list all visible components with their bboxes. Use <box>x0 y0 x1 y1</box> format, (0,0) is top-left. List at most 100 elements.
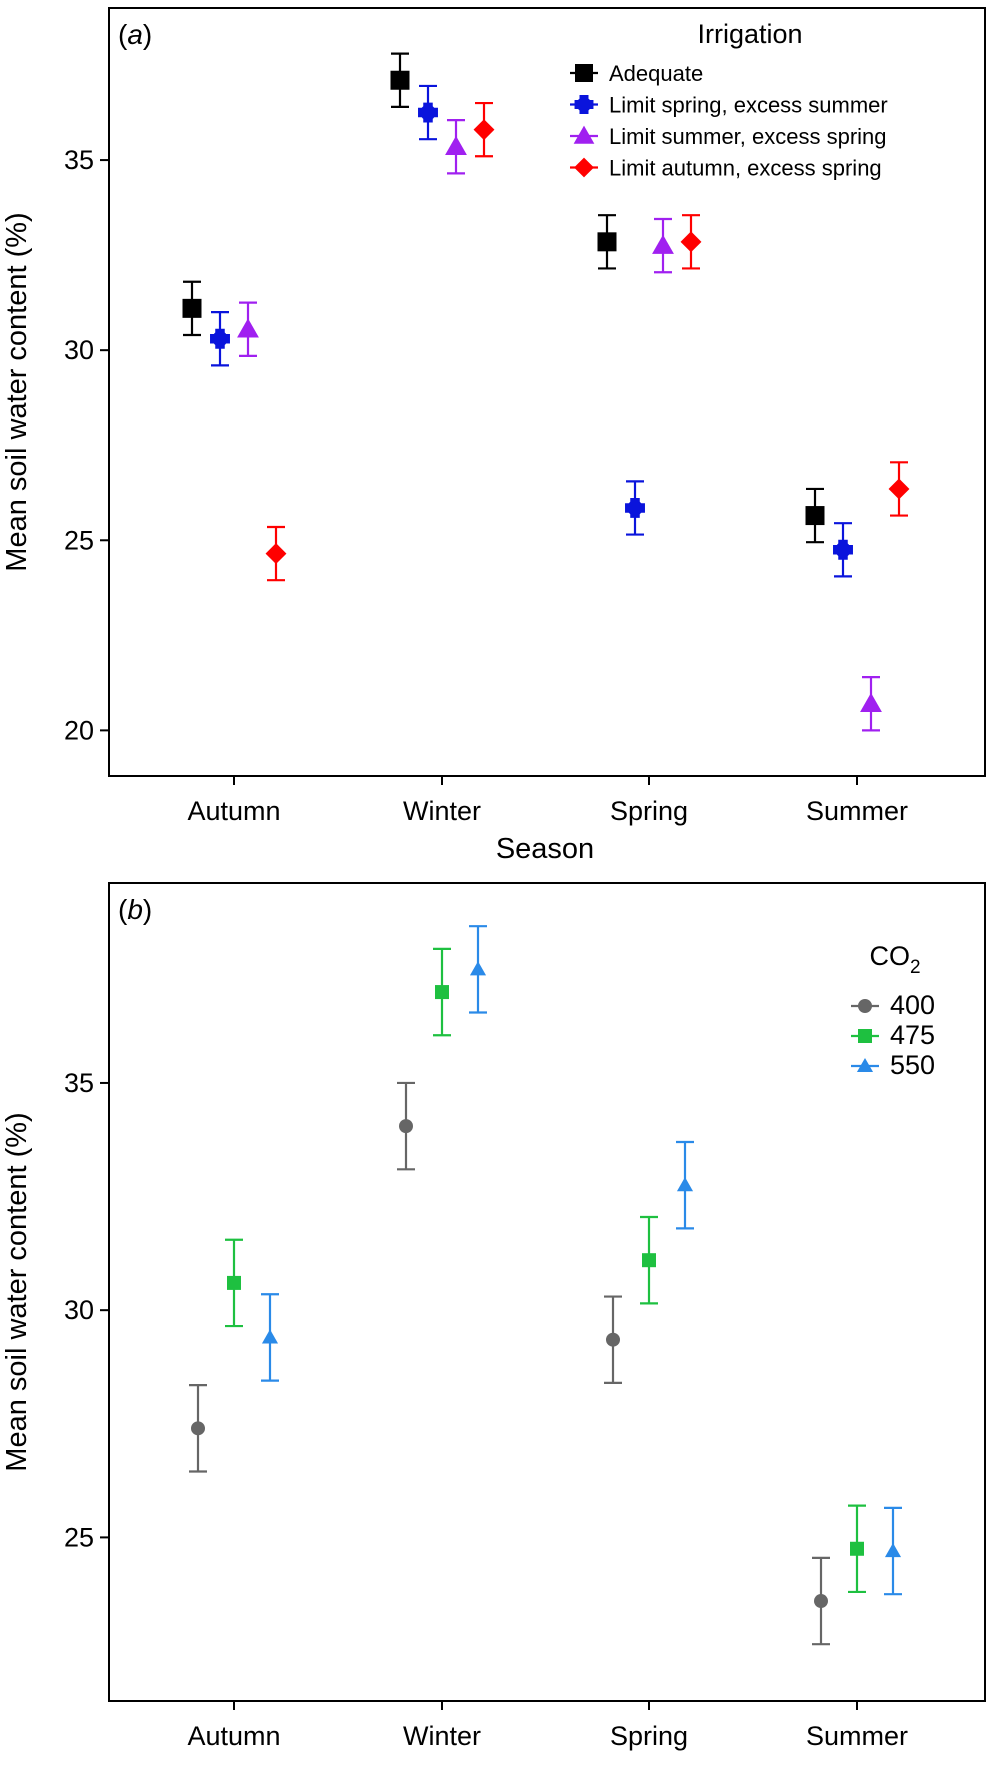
data-point <box>805 506 825 526</box>
data-point <box>418 102 438 123</box>
panel-a-marks <box>182 52 910 732</box>
legend-marker <box>856 1057 874 1073</box>
data-point <box>833 539 853 560</box>
panel-b-point-400-spring <box>604 1295 622 1384</box>
panel-b-legend-item: 550 <box>851 1050 935 1080</box>
panel-a-y-axis-label: Mean soil water content (%) <box>1 212 33 571</box>
panel-a-point-limit-summer-excess-spring-winter <box>445 119 467 175</box>
panel-a-y-tick-label: 35 <box>64 145 94 175</box>
panel-b-point-550-autumn <box>261 1293 279 1382</box>
legend-marker <box>574 157 594 178</box>
data-point <box>606 1332 620 1347</box>
data-point <box>399 1119 413 1134</box>
panel-a-point-limit-autumn-excess-spring-winter <box>473 101 495 158</box>
data-point <box>814 1594 828 1609</box>
data-point <box>680 231 702 253</box>
panel-a-frame <box>108 7 986 777</box>
legend-marker <box>573 125 595 144</box>
panel-b-y-tick-label: 30 <box>64 1295 94 1325</box>
panel-a-legend-item: Limit summer, excess spring <box>570 124 887 149</box>
panel-a: (a) Season Mean soil water content (%) I… <box>1 7 986 865</box>
panel-a-point-adequate-autumn <box>182 280 202 337</box>
legend-marker <box>574 95 594 114</box>
legend-label: 475 <box>890 1020 935 1050</box>
data-point <box>435 985 449 1000</box>
data-point <box>652 234 674 254</box>
panel-a-legend-item: Limit spring, excess summer <box>570 93 888 118</box>
panel-a-point-limit-summer-excess-spring-autumn <box>237 301 259 357</box>
data-point <box>390 70 410 90</box>
data-point <box>445 135 467 155</box>
panel-b-legend-title-sub: 2 <box>910 957 921 978</box>
legend-label: 400 <box>890 990 935 1020</box>
panel-a-legend: Adequate Limit spring, excess summer Limit… <box>570 61 888 181</box>
panel-a-point-adequate-summer <box>805 487 825 544</box>
panel-b-point-550-summer <box>884 1506 902 1596</box>
panel-a-legend-title: Irrigation <box>697 19 802 49</box>
panel-a-point-adequate-spring <box>597 214 617 270</box>
panel-b-letter: b <box>127 894 143 925</box>
data-point <box>469 961 487 976</box>
panel-b-y-tick-label: 25 <box>64 1522 94 1552</box>
legend-label: Limit spring, excess summer <box>609 93 888 118</box>
panel-a-point-limit-spring-excess-summer-spring <box>625 480 645 536</box>
data-point <box>191 1421 205 1436</box>
data-point <box>850 1541 864 1556</box>
data-point <box>625 497 645 518</box>
panel-b-point-550-spring <box>676 1140 694 1230</box>
data-point <box>597 232 617 252</box>
legend-marker <box>575 64 593 82</box>
panel-a-legend-item: Adequate <box>570 61 703 86</box>
legend-label: Adequate <box>609 61 703 86</box>
panel-b-point-550-winter <box>469 925 487 1014</box>
data-point <box>210 328 230 349</box>
panel-b-x-tick-label-summer: Summer <box>806 1721 908 1751</box>
panel-b-frame <box>108 882 986 1702</box>
data-point <box>182 298 202 318</box>
legend-marker <box>858 1029 872 1043</box>
panel-a-point-limit-autumn-excess-spring-autumn <box>265 525 287 582</box>
legend-label: Limit autumn, excess spring <box>609 156 882 181</box>
data-point <box>473 119 495 141</box>
data-point <box>237 318 259 338</box>
legend-label: Limit summer, excess spring <box>609 124 887 149</box>
panel-a-x-tick-label-spring: Spring <box>610 796 688 826</box>
panel-b-point-475-summer <box>848 1504 866 1594</box>
panel-a-axes: 20 25 30 35 Autumn Winter Spring Summer <box>64 145 908 826</box>
data-point <box>265 543 287 565</box>
panel-b-point-475-winter <box>433 947 451 1037</box>
panel-a-point-limit-autumn-excess-spring-summer <box>888 461 910 517</box>
data-point <box>642 1253 656 1268</box>
panel-b-marks <box>189 925 902 1646</box>
panel-b: (b) Mean soil water content (%) CO2 4004… <box>1 882 986 1751</box>
panel-b-x-tick-label-autumn: Autumn <box>187 1721 280 1751</box>
panel-a-point-limit-summer-excess-spring-summer <box>860 676 882 732</box>
panel-b-y-tick-label: 35 <box>64 1068 94 1098</box>
panel-a-point-limit-spring-excess-summer-summer <box>833 522 853 578</box>
data-point <box>676 1177 694 1192</box>
panel-b-axes: 25 30 35 Autumn Winter Spring Summer <box>64 1068 908 1751</box>
panel-a-y-tick-label: 20 <box>64 715 94 745</box>
panel-a-y-tick-label: 25 <box>64 525 94 555</box>
panel-b-label: (b) <box>118 894 152 925</box>
panel-b-point-475-spring <box>640 1215 658 1305</box>
panel-a-x-tick-label-summer: Summer <box>806 796 908 826</box>
panel-a-point-adequate-winter <box>390 52 410 108</box>
legend-marker <box>858 999 872 1013</box>
panel-a-x-axis-label: Season <box>496 833 594 865</box>
panel-b-point-400-summer <box>812 1556 830 1646</box>
panel-a-letter: a <box>127 19 143 50</box>
data-point <box>860 692 882 712</box>
data-point <box>227 1275 241 1290</box>
panel-a-point-limit-spring-excess-summer-winter <box>418 84 438 141</box>
panel-b-legend-title: CO2 <box>869 941 920 978</box>
panel-a-y-tick-label: 30 <box>64 335 94 365</box>
panel-a-point-limit-autumn-excess-spring-spring <box>680 214 702 270</box>
panel-b-point-400-autumn <box>189 1384 207 1473</box>
data-point <box>884 1542 902 1558</box>
panel-a-point-limit-summer-excess-spring-spring <box>652 217 674 274</box>
legend-label: 550 <box>890 1050 935 1080</box>
panel-a-label: (a) <box>118 19 152 50</box>
